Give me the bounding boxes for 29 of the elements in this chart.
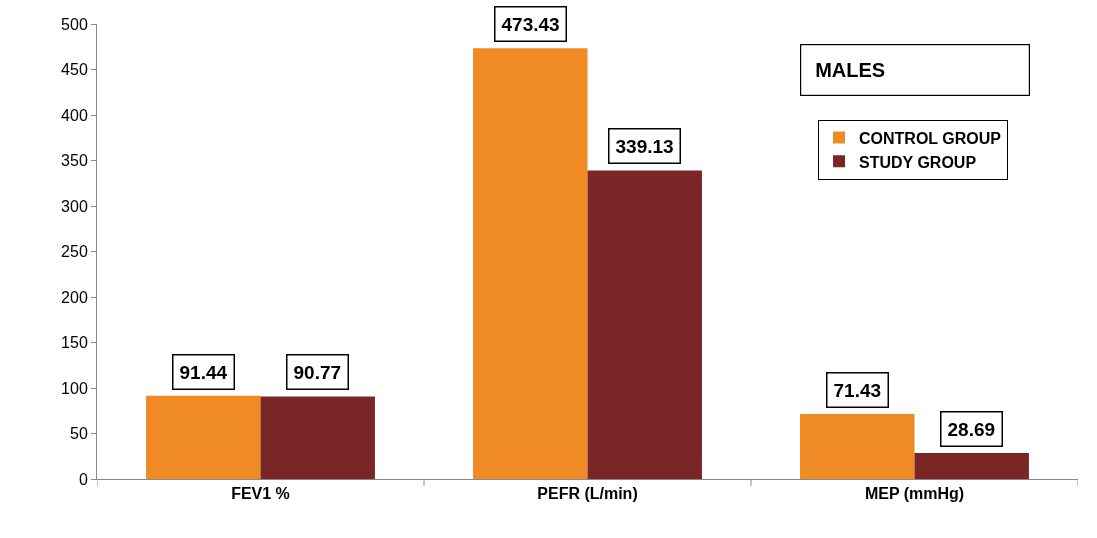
data-label: 473.43 xyxy=(501,13,560,35)
y-tick-label: 100 xyxy=(61,379,88,397)
text: MALES xyxy=(815,59,886,82)
y-tick-label: 150 xyxy=(61,334,88,352)
y-tick-label: 0 xyxy=(78,470,88,488)
data-label: 339.13 xyxy=(615,135,674,157)
bar xyxy=(587,170,702,479)
y-tick-label: 200 xyxy=(61,288,88,306)
bar xyxy=(800,414,915,479)
y-tick-label: 50 xyxy=(70,425,88,443)
legend-label: CONTROL GROUP xyxy=(859,129,1002,147)
y-tick-label: 300 xyxy=(61,197,88,215)
bar xyxy=(473,48,588,479)
bar xyxy=(260,396,375,479)
bar xyxy=(146,395,261,479)
y-tick-label: 450 xyxy=(61,61,88,79)
data-label: 91.44 xyxy=(179,361,228,383)
x-tick-label: PEFR (L/min) xyxy=(537,485,638,503)
data-label: 90.77 xyxy=(293,361,342,383)
x-tick-label: FEV1 % xyxy=(231,485,290,503)
y-tick-label: 250 xyxy=(61,243,88,261)
legend-label: STUDY GROUP xyxy=(859,153,977,171)
y-tick-label: 350 xyxy=(61,152,88,170)
data-label: 28.69 xyxy=(947,418,996,440)
data-label: 71.43 xyxy=(833,379,882,401)
y-tick-label: 400 xyxy=(61,106,88,124)
bar xyxy=(914,452,1029,479)
y-tick-label: 500 xyxy=(61,15,88,33)
x-tick-label: MEP (mmHg) xyxy=(864,485,965,503)
